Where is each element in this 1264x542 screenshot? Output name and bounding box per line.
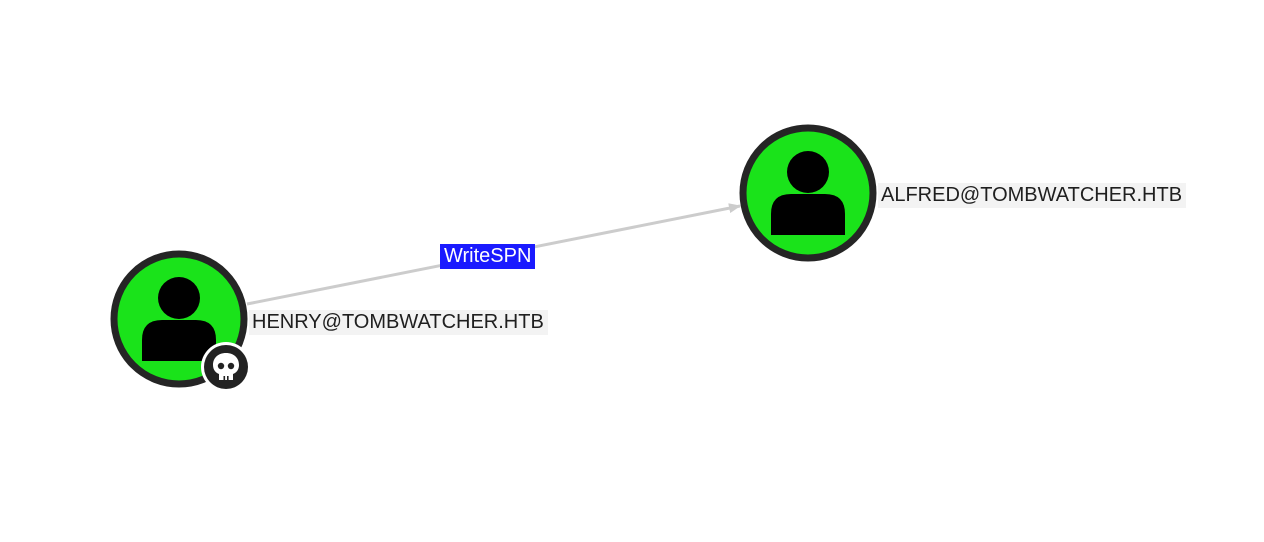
node-label-henry[interactable]: HENRY@TOMBWATCHER.HTB [249,310,548,335]
node-alfred[interactable] [739,124,877,262]
edge-label-writespn[interactable]: WriteSPN [440,244,536,269]
user-icon [771,151,845,235]
user-icon [142,277,216,361]
node-label-alfred[interactable]: ALFRED@TOMBWATCHER.HTB [878,183,1187,208]
skull-icon [201,342,251,392]
